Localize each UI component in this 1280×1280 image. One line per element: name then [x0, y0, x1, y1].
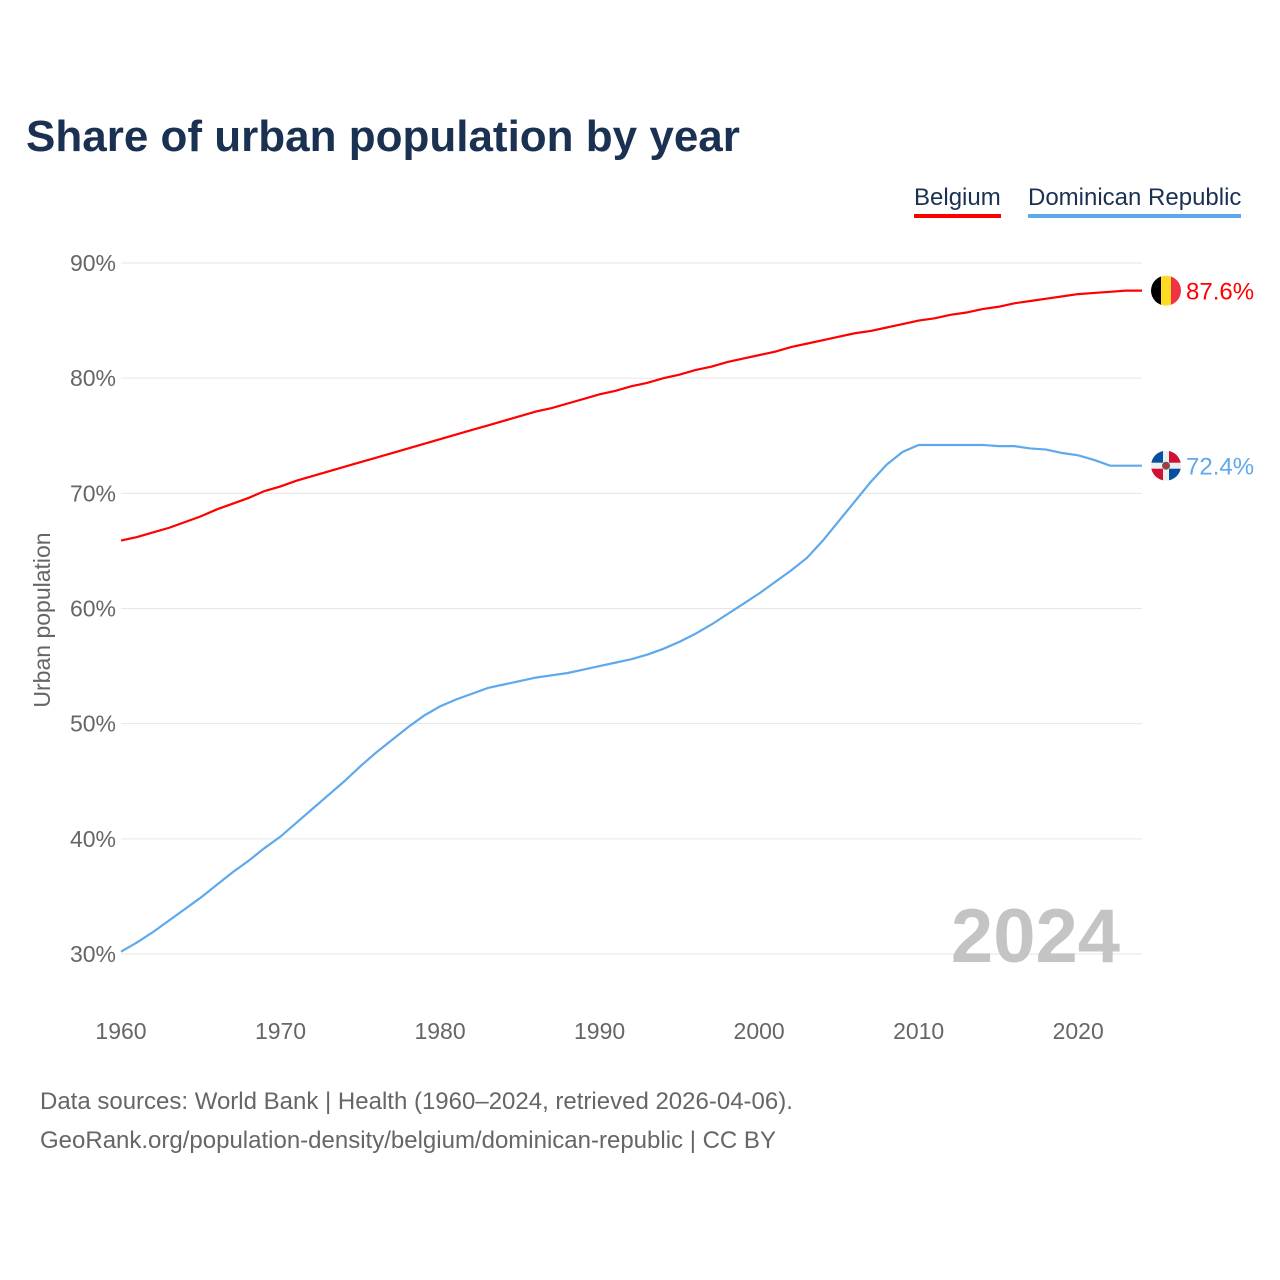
- series-line-dominican-republic[interactable]: [120, 443, 1142, 953]
- x-tick-label: 1980: [414, 1018, 465, 1044]
- dominican-republic-flag-icon: [1151, 450, 1181, 481]
- y-tick-label: 60%: [70, 596, 116, 622]
- x-tick-label: 1970: [255, 1018, 306, 1044]
- y-tick-label: 70%: [70, 480, 116, 506]
- y-tick-label: 40%: [70, 826, 116, 852]
- end-value-label: 72.4%: [1186, 454, 1254, 481]
- y-tick-label: 50%: [70, 711, 116, 737]
- year-watermark: 2024: [951, 894, 1120, 979]
- chart-title: Share of urban population by year: [26, 112, 740, 161]
- legend-belgium[interactable]: Belgium: [914, 184, 1001, 218]
- belgium-flag-icon: [1151, 275, 1181, 306]
- x-tick-label: 2020: [1053, 1018, 1104, 1044]
- end-value-label: 87.6%: [1186, 279, 1254, 306]
- x-tick-label: 1990: [574, 1018, 625, 1044]
- series-line-belgium[interactable]: [120, 289, 1142, 542]
- footer-sources: Data sources: World Bank | Health (1960–…: [40, 1088, 793, 1115]
- x-tick-label: 1960: [95, 1018, 146, 1044]
- y-tick-label: 30%: [70, 941, 116, 967]
- y-tick-label: 90%: [70, 250, 116, 276]
- x-tick-label: 2000: [734, 1018, 785, 1044]
- footer-link[interactable]: GeoRank.org/population-density/belgium/d…: [40, 1127, 776, 1154]
- y-axis-label: Urban population: [29, 532, 55, 707]
- x-tick-label: 2010: [893, 1018, 944, 1044]
- legend-dominican-republic[interactable]: Dominican Republic: [1028, 184, 1242, 218]
- y-tick-label: 80%: [70, 365, 116, 391]
